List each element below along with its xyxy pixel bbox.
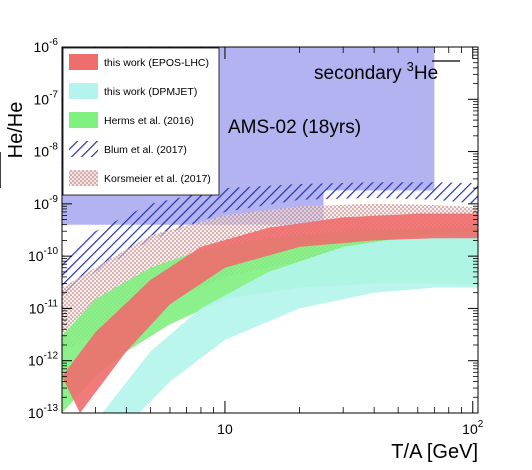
legend-swatch [69,112,98,128]
x-axis: 10 102 [94,47,484,437]
legend-label: Herms et al. (2016) [104,115,194,127]
y-tick-base: 10 [29,300,45,316]
legend: this work (EPOS-LHC) this work (DPMJET) He… [62,47,220,196]
secondary-species: He [414,63,438,84]
y-tick-label: 10-10 [28,246,58,264]
band-this-work-epos-lhc [62,213,478,413]
x-axis-title: T/A [GeV] [391,441,478,463]
y-tick-label: 10-7 [34,89,59,107]
secondary-annotation: secondary 3He [314,59,460,84]
legend-swatch [69,170,98,186]
y-tick-exp: -12 [44,351,59,362]
y-tick-exp: -9 [49,194,58,205]
legend-entry-korsmeier-et-al-2017: Korsmeier et al. (2017) [69,170,211,186]
legend-label: this work (DPMJET) [104,86,197,98]
y-axis-title: He/He [0,102,27,188]
y-axis-title-text: He/He [5,102,27,159]
x-tick-label: 102 [462,419,484,437]
bands [62,182,478,413]
y-tick-label: 10-8 [34,142,59,160]
legend-entry-blum-et-al-2017: Blum et al. (2017) [69,141,187,157]
y-tick-base: 10 [28,248,44,264]
y-tick-base: 10 [34,39,50,55]
y-tick-label: 10-13 [28,403,58,421]
legend-entry-this-work-dpmjet: this work (DPMJET) [69,83,197,99]
y-tick-base: 10 [34,144,50,160]
plot-frame [61,46,479,414]
y-tick-base: 10 [34,91,50,107]
y-tick-label: 10-11 [29,298,59,316]
legend-swatch [69,141,98,157]
legend-entry-herms-et-al-2016: Herms et al. (2016) [69,112,194,128]
secondary-sup: 3 [407,59,414,74]
legend-entries: this work (EPOS-LHC) this work (DPMJET) He… [69,54,211,186]
y-tick-exp: -7 [49,89,58,100]
y-tick-exp: -10 [44,246,59,257]
y-tick-exp: -11 [44,298,58,309]
legend-swatch [69,83,98,99]
y-tick-exp: -13 [44,403,59,414]
secondary-label: secondary [314,63,402,84]
x-tick-label: 10 [217,421,233,437]
y-tick-exp: -8 [49,142,58,153]
y-tick-label: 10-9 [34,194,59,212]
x-tick-base: 10 [462,421,478,437]
y-tick-base: 10 [28,405,44,421]
y-tick-base: 10 [34,196,50,212]
legend-label: Blum et al. (2017) [104,144,187,156]
y-tick-label: 10-12 [28,351,58,369]
ams-label: AMS-02 (18yrs) [228,117,361,138]
y-tick-base: 10 [28,353,44,369]
legend-label: this work (EPOS-LHC) [104,57,209,69]
band-blum-et-al-2017 [62,182,478,300]
y-axis-title-numerator: He [5,133,27,159]
legend-label: Korsmeier et al. (2017) [104,173,211,185]
y-axis-title-rest: /He [5,102,27,133]
legend-swatch [69,54,98,70]
x-tick-exp: 2 [478,419,484,430]
y-tick-label: 10-6 [34,37,59,55]
legend-entry-this-work-epos-lhc: this work (EPOS-LHC) [69,54,209,70]
y-tick-exp: -6 [49,37,58,48]
band-this-work-dpmjet [102,231,478,413]
